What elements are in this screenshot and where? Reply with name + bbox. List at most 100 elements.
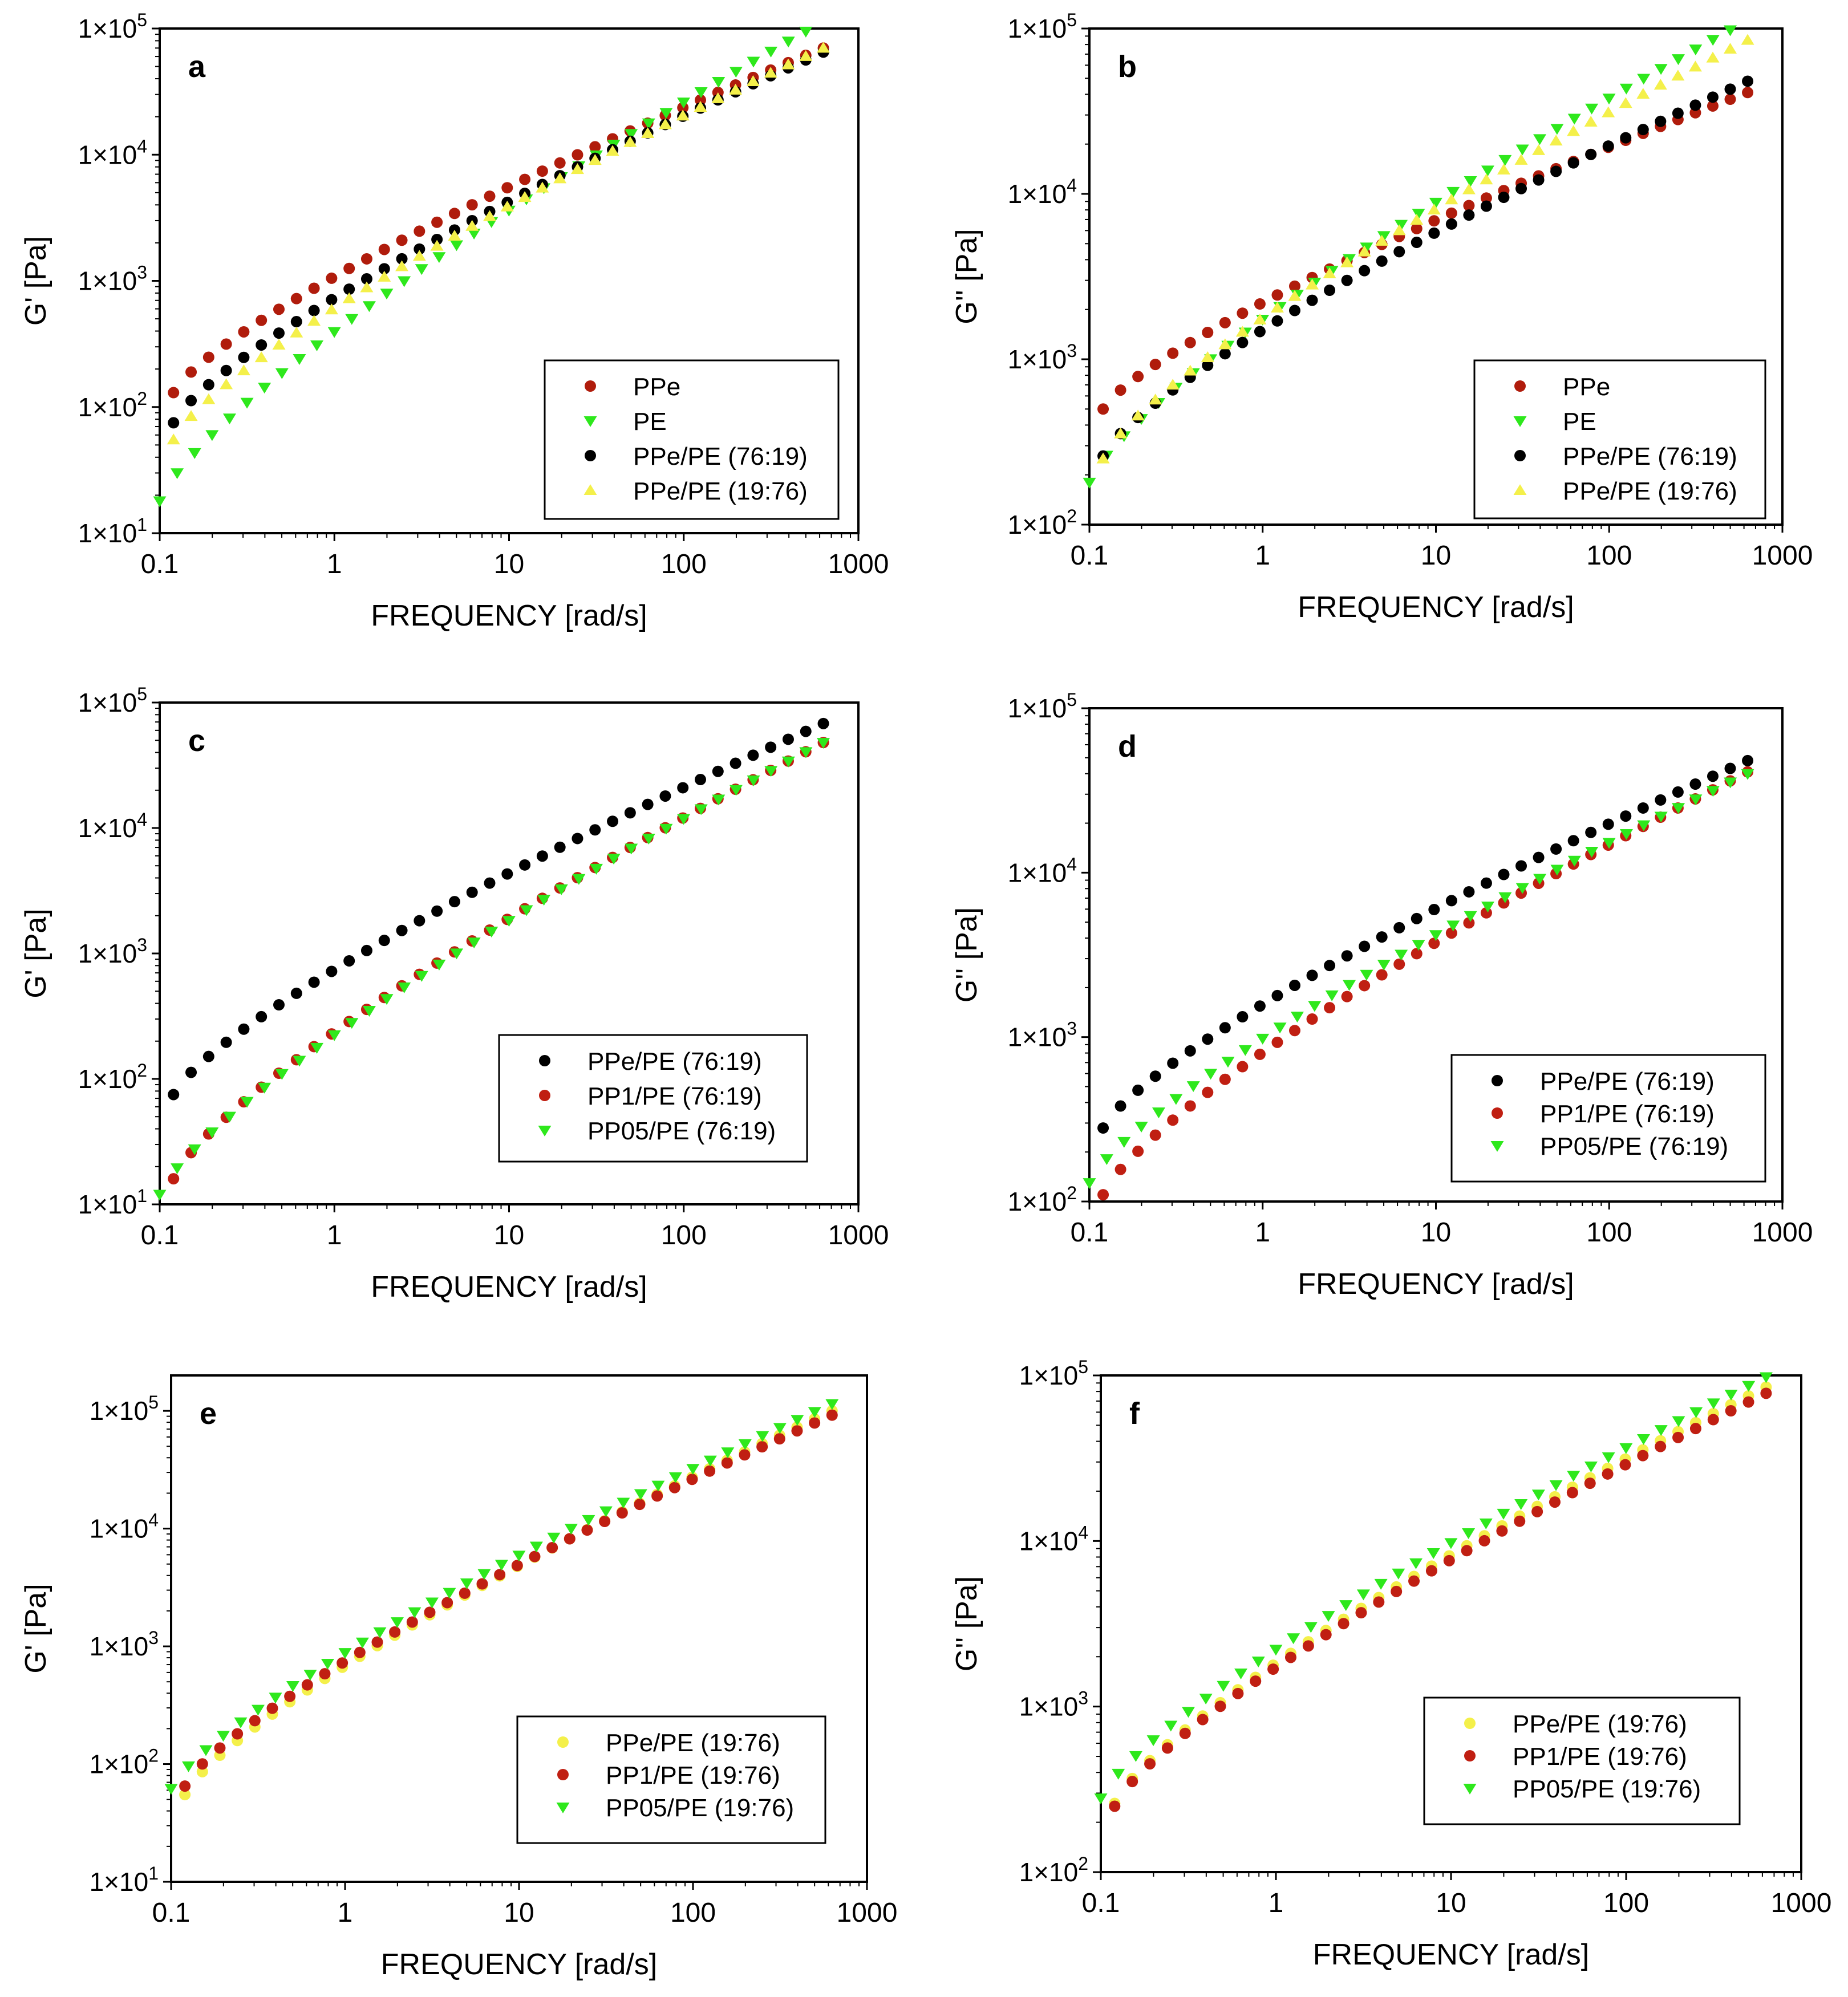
data-point — [1496, 1525, 1508, 1537]
data-point — [1273, 1022, 1287, 1034]
y-tick-label: 1×104 — [1008, 854, 1077, 887]
data-point — [1724, 94, 1736, 105]
data-point — [1445, 207, 1457, 219]
data-point — [781, 58, 795, 70]
data-point — [1619, 83, 1633, 95]
data-point — [624, 807, 636, 819]
data-point — [1359, 940, 1371, 952]
data-point — [1202, 359, 1214, 371]
data-point — [425, 1597, 439, 1609]
data-point — [412, 250, 426, 261]
data-point — [1100, 1154, 1113, 1166]
data-point — [1186, 1081, 1200, 1093]
data-point — [641, 127, 655, 138]
data-point — [1425, 1565, 1437, 1577]
y-axis-label: G' [Pa] — [19, 908, 52, 998]
data-point — [1689, 1423, 1701, 1435]
legend-label: PP1/PE (19:76) — [1513, 1743, 1687, 1771]
data-point — [1288, 979, 1300, 991]
x-tick-label: 0.1 — [1082, 1888, 1120, 1918]
data-point — [354, 1646, 366, 1658]
data-point — [1341, 991, 1353, 1002]
data-point — [1602, 1452, 1615, 1463]
data-point — [1202, 1033, 1214, 1045]
data-point — [599, 1506, 613, 1517]
data-point — [1463, 200, 1475, 212]
legend-label: PE — [1563, 408, 1596, 436]
data-point — [310, 340, 324, 352]
data-point — [1672, 803, 1685, 814]
data-point — [1324, 960, 1336, 972]
data-point — [1707, 100, 1719, 112]
data-point — [256, 1010, 268, 1022]
legend-label: PPe/PE (76:19) — [633, 443, 808, 470]
data-point — [1375, 234, 1389, 246]
data-point — [308, 282, 320, 294]
data-point — [326, 272, 338, 284]
data-point — [1550, 843, 1562, 855]
data-point — [1741, 769, 1754, 780]
data-point — [238, 326, 250, 338]
data-point — [1271, 315, 1283, 327]
legend-marker — [539, 1055, 550, 1066]
data-point — [1109, 1800, 1121, 1812]
data-point — [1742, 1396, 1754, 1408]
data-point — [1567, 125, 1580, 136]
data-point — [273, 999, 285, 1011]
data-point — [1464, 911, 1477, 922]
data-point — [460, 1578, 473, 1590]
data-point — [343, 283, 355, 295]
data-point — [1707, 1414, 1719, 1426]
data-point — [1498, 892, 1512, 903]
data-point — [380, 289, 394, 300]
data-point — [1308, 1001, 1322, 1012]
data-point — [477, 1569, 491, 1580]
data-point — [658, 118, 672, 129]
data-point — [668, 1481, 680, 1493]
series-ppe-pe-19-76 — [1096, 34, 1754, 464]
data-point — [1655, 115, 1667, 127]
data-point — [275, 368, 289, 379]
data-point — [448, 208, 460, 220]
legend-box — [498, 1034, 808, 1163]
data-point — [519, 173, 531, 185]
data-point — [1480, 192, 1492, 204]
data-point — [1427, 204, 1441, 215]
data-point — [338, 1648, 352, 1659]
data-point — [1463, 209, 1475, 221]
data-point — [712, 77, 726, 88]
data-point — [459, 1587, 471, 1599]
data-point — [1392, 224, 1406, 236]
data-point — [1533, 851, 1545, 863]
data-point — [1341, 950, 1353, 962]
x-tick-label: 100 — [1586, 1217, 1632, 1248]
data-point — [817, 738, 830, 749]
data-point — [273, 303, 285, 315]
data-point — [1707, 770, 1719, 782]
data-point — [1533, 174, 1545, 186]
y-tick-label: 1×105 — [1008, 10, 1077, 43]
data-point — [290, 326, 303, 338]
legend-label: PP05/PE (19:76) — [606, 1794, 794, 1822]
data-point — [345, 1018, 359, 1029]
data-point — [232, 1728, 244, 1740]
data-point — [360, 944, 372, 956]
data-point — [1217, 1681, 1230, 1692]
data-point — [695, 94, 707, 106]
data-point — [1320, 1629, 1332, 1641]
data-point — [1395, 949, 1408, 961]
data-point — [676, 98, 690, 109]
y-tick-label: 1×105 — [1019, 1357, 1088, 1390]
data-point — [1161, 1742, 1173, 1754]
data-point — [1637, 820, 1651, 831]
data-point — [326, 294, 338, 306]
data-point — [1269, 1645, 1283, 1656]
data-point — [1218, 338, 1232, 350]
data-point — [484, 877, 496, 889]
data-point — [1131, 409, 1145, 421]
data-point — [414, 225, 425, 237]
data-point — [1287, 1633, 1300, 1645]
data-point — [686, 1474, 698, 1485]
data-point — [1132, 1084, 1144, 1096]
